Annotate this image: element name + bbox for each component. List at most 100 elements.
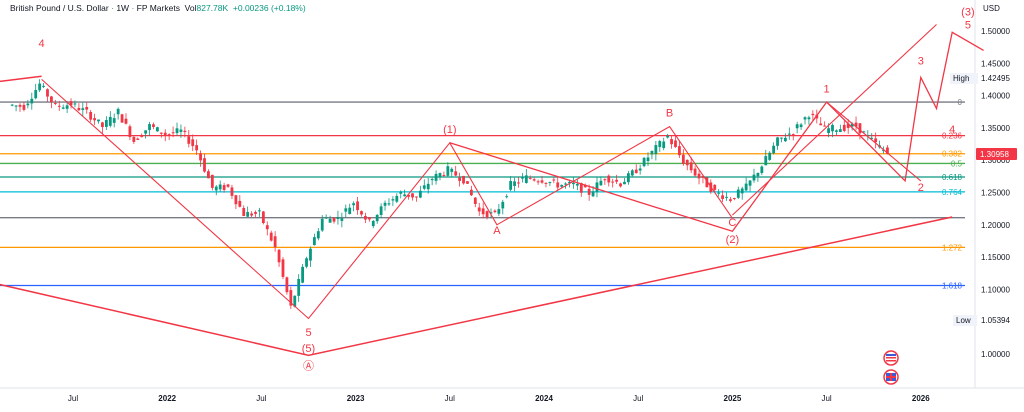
elliott-wave-paths[interactable] — [41, 24, 984, 320]
candle-body — [42, 85, 45, 87]
candle-body — [293, 295, 297, 307]
candle-body — [305, 258, 308, 267]
candle-body — [787, 133, 791, 135]
time-ticks: Jul 2022 Jul 2023 Jul 2024 Jul 2025 Jul 2026 — [68, 394, 930, 403]
candle-body — [642, 157, 646, 167]
candle-body — [320, 218, 324, 231]
candle-body — [340, 218, 344, 221]
candle-body — [552, 179, 556, 181]
trend-line-0[interactable] — [0, 216, 953, 357]
high-tag-value: 1.42495 — [981, 74, 1010, 83]
candle-body — [77, 107, 81, 111]
candle-body — [776, 137, 779, 146]
wave-path-1[interactable] — [449, 31, 984, 233]
candle-body — [415, 196, 418, 198]
candle-body — [764, 156, 768, 166]
candle-body — [485, 211, 489, 218]
candle-body — [269, 232, 273, 241]
price-ticks: 1.50000 1.45000 1.40000 1.35000 1.30000 1.250… — [981, 27, 1010, 359]
candle-body — [163, 132, 167, 136]
candle-body — [434, 173, 438, 181]
candle-body — [309, 248, 312, 261]
candle-body — [505, 196, 509, 198]
candle-body — [693, 168, 697, 176]
candle-body — [536, 181, 540, 183]
candle-body — [93, 118, 96, 121]
wave-label-13: 5 — [965, 19, 971, 31]
candle-body — [626, 173, 630, 183]
candle-body — [26, 103, 30, 106]
wave-label-7: C — [728, 217, 736, 229]
candle-body — [207, 171, 210, 179]
trend-lines[interactable] — [0, 75, 953, 357]
candle-body — [140, 136, 144, 138]
candle-body — [254, 212, 257, 214]
candle-body — [556, 182, 560, 188]
candle-body — [756, 173, 760, 177]
candle-body — [681, 154, 685, 164]
candle-body — [591, 191, 595, 197]
symbol-name[interactable]: British Pound / U.S. Dollar — [10, 3, 109, 13]
wave-path-2[interactable] — [732, 24, 937, 216]
candle-body — [607, 175, 611, 183]
candle-body — [395, 195, 399, 202]
low-tag-label: Low — [956, 316, 971, 325]
candle-body — [489, 212, 493, 214]
candle-body — [328, 218, 332, 223]
candle-body — [705, 177, 709, 188]
wave-label-6: B — [666, 107, 673, 119]
candle-body — [481, 208, 485, 215]
candle-body — [34, 90, 38, 99]
time-tick-2: Jul — [256, 394, 266, 403]
wave-label-10: 2 — [918, 182, 924, 194]
price-tick-3: 1.35000 — [981, 124, 1010, 133]
candle-body — [717, 192, 721, 194]
candle-body — [371, 220, 375, 227]
candle-body — [524, 175, 528, 183]
candle-body — [697, 173, 701, 179]
candle-body — [285, 277, 289, 293]
high-tag: High 1.42495 — [950, 73, 1010, 84]
candle-body — [289, 290, 293, 306]
interval-label[interactable]: 1W — [116, 3, 130, 13]
candle-body — [513, 181, 516, 186]
wave-label-3: Ⓐ — [303, 360, 314, 373]
trend-line-1[interactable] — [0, 75, 42, 84]
candle-body — [89, 111, 93, 120]
candle-body — [10, 104, 14, 106]
currency-label: USD — [983, 4, 1000, 13]
fib-label-7: 1.272 — [942, 243, 963, 252]
candle-body — [50, 96, 53, 103]
candle-body — [835, 130, 838, 132]
wave-label-9: 1 — [824, 83, 830, 95]
wave-label-11: 3 — [918, 56, 924, 68]
candle-body — [630, 170, 634, 176]
candle-body — [167, 134, 171, 136]
wave-label-0: 4 — [39, 38, 45, 50]
candle-body — [367, 217, 371, 220]
candle-body — [81, 108, 85, 110]
candle-body — [379, 206, 383, 215]
fib-label-3: 0.5 — [951, 159, 963, 168]
candle-body — [391, 199, 395, 201]
candle-body — [634, 169, 638, 174]
low-tag-value: 1.05394 — [981, 316, 1010, 325]
candle-body — [509, 180, 513, 190]
economic-events[interactable] — [883, 350, 899, 385]
candle-body — [579, 183, 583, 193]
price-axis[interactable] — [975, 0, 1024, 412]
candle-body — [740, 188, 744, 194]
candle-body — [69, 101, 73, 106]
candle-body — [874, 138, 878, 143]
wave-path-3[interactable] — [826, 101, 922, 182]
time-tick-4: Jul — [445, 394, 455, 403]
candle-body — [752, 174, 756, 181]
candle-body — [375, 214, 379, 222]
candle-body — [748, 180, 752, 186]
time-tick-7: 2025 — [724, 394, 742, 403]
candle-body — [587, 188, 591, 195]
wave-path-0[interactable] — [41, 78, 733, 320]
